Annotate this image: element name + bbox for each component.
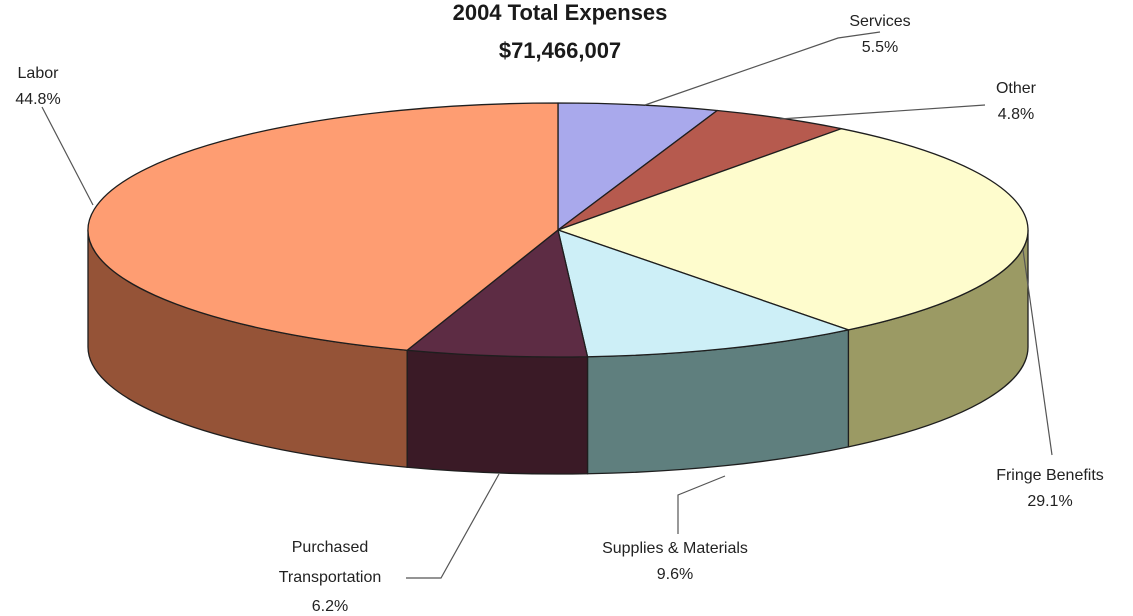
pie-slice-purchased-transportation [406,229,589,358]
slice-label-purchased-transportation-line-2: Transportation [279,569,382,586]
leader-line-other [779,104,986,120]
leader-line-fringe-benefits [1022,249,1053,456]
slice-value-supplies-materials: 9.6% [657,566,693,583]
pie-side-purchased-transportation [406,349,589,475]
slice-label-fringe-benefits: Fringe Benefits [996,467,1104,484]
pie-slice-services [557,102,718,231]
pie-slice-fringe-benefits [557,128,1029,331]
chart-subtitle: $71,466,007 [499,38,621,63]
slice-label-other: Other [996,80,1037,97]
slice-labels: Services 5.5% Other 4.8% Fringe Benefits 29.1… [15,13,1103,615]
slice-label-purchased-transportation-line-1: Purchased [292,539,369,556]
pie-slice-labor [87,102,559,351]
leader-line-supplies-materials [677,475,726,534]
leader-line-services [644,31,881,106]
slice-value-labor: 44.8% [15,91,60,108]
leader-lines [41,31,1053,579]
chart-title: 2004 Total Expenses [453,0,668,25]
slice-label-supplies-materials: Supplies & Materials [602,540,748,557]
leader-line-labor [41,106,94,206]
slice-value-fringe-benefits: 29.1% [1027,493,1072,510]
slice-value-services: 5.5% [862,39,898,56]
pie-slice-supplies-materials [557,229,850,358]
slice-label-services: Services [849,13,910,30]
slice-value-other: 4.8% [998,106,1034,123]
slice-value-purchased-transportation: 6.2% [312,598,348,615]
slice-label-labor: Labor [18,65,60,82]
leader-line-purchased-transportation [406,473,500,579]
pie-tops [87,102,1029,358]
